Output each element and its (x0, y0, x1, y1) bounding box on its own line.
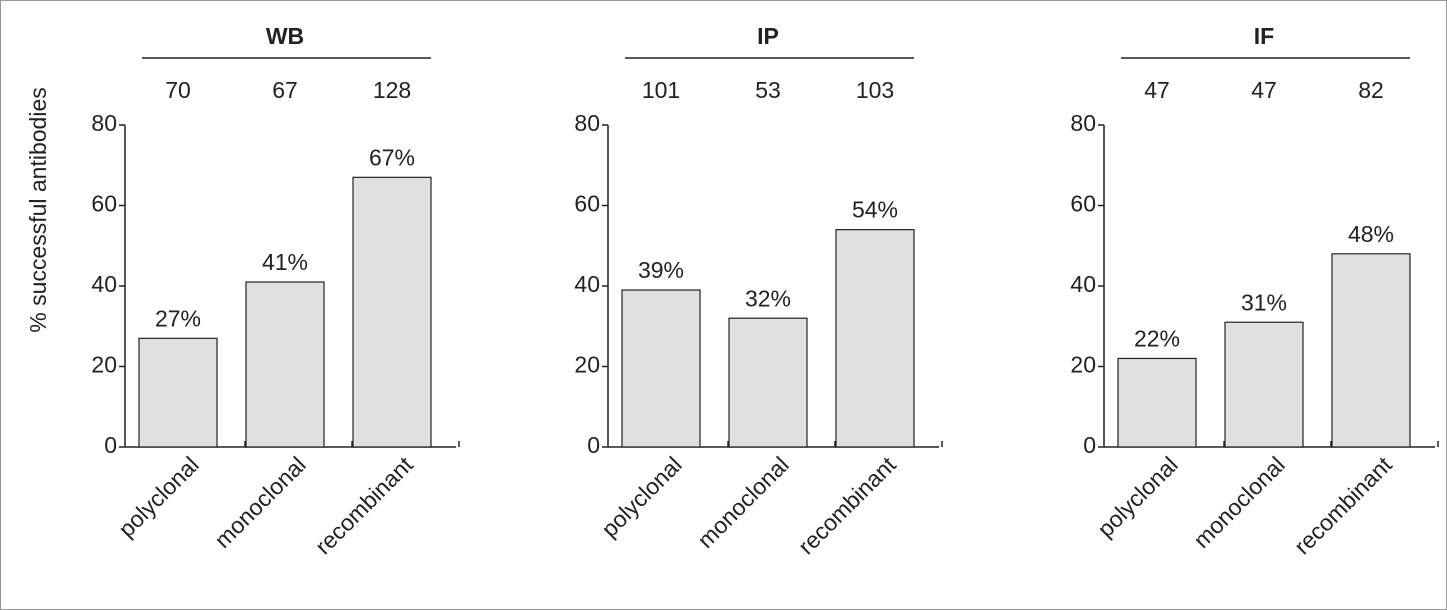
y-tick-label: 0 (1083, 432, 1096, 458)
x-tick-label: recombinant (793, 451, 901, 559)
value-label: 54% (852, 197, 898, 223)
y-tick-label: 20 (1070, 352, 1096, 378)
count-label: 82 (1358, 77, 1384, 103)
value-label: 31% (1241, 289, 1287, 315)
x-tick-label: polyclonal (596, 451, 687, 542)
bar (352, 176, 432, 448)
x-tick-label: polyclonal (113, 451, 204, 542)
panel-title: WB (266, 23, 304, 49)
value-label: 41% (262, 249, 308, 275)
y-tick-label: 20 (91, 352, 117, 378)
y-tick-label: 20 (574, 352, 600, 378)
value-label: 22% (1134, 326, 1180, 352)
x-tick-label: polyclonal (1092, 451, 1183, 542)
x-tick-label: monoclonal (209, 451, 311, 553)
value-label: 39% (638, 257, 684, 283)
count-label: 47 (1144, 77, 1170, 103)
count-label: 67 (272, 77, 298, 103)
count-label: 47 (1251, 77, 1277, 103)
y-tick-label: 80 (1070, 110, 1096, 136)
bar (245, 281, 325, 448)
value-label: 27% (155, 305, 201, 331)
y-tick-label: 60 (1070, 191, 1096, 217)
panel-title: IP (757, 23, 779, 49)
x-tick-label: monoclonal (1188, 451, 1290, 553)
x-tick-label: recombinant (310, 451, 418, 559)
y-tick-label: 40 (91, 271, 117, 297)
x-tick-label: monoclonal (692, 451, 794, 553)
count-label: 53 (755, 77, 781, 103)
y-tick-label: 0 (587, 432, 600, 458)
y-tick-label: 0 (104, 432, 117, 458)
bar (1224, 321, 1304, 448)
y-tick-label: 80 (574, 110, 600, 136)
count-label: 128 (373, 77, 411, 103)
bar (1117, 357, 1197, 448)
panel-title: IF (1254, 23, 1274, 49)
y-axis-label: % successful antibodies (25, 87, 51, 332)
count-label: 70 (165, 77, 191, 103)
bar (1331, 253, 1411, 448)
y-tick-label: 60 (91, 191, 117, 217)
value-label: 67% (369, 144, 415, 170)
count-label: 103 (856, 77, 894, 103)
value-label: 48% (1348, 221, 1394, 247)
value-label: 32% (745, 285, 791, 311)
y-tick-label: 40 (1070, 271, 1096, 297)
x-tick-label: recombinant (1289, 451, 1397, 559)
bar (728, 317, 808, 448)
bar (621, 289, 701, 448)
y-tick-label: 60 (574, 191, 600, 217)
count-label: 101 (642, 77, 680, 103)
bar (835, 229, 915, 448)
y-tick-label: 40 (574, 271, 600, 297)
y-tick-label: 80 (91, 110, 117, 136)
bar (138, 337, 218, 448)
